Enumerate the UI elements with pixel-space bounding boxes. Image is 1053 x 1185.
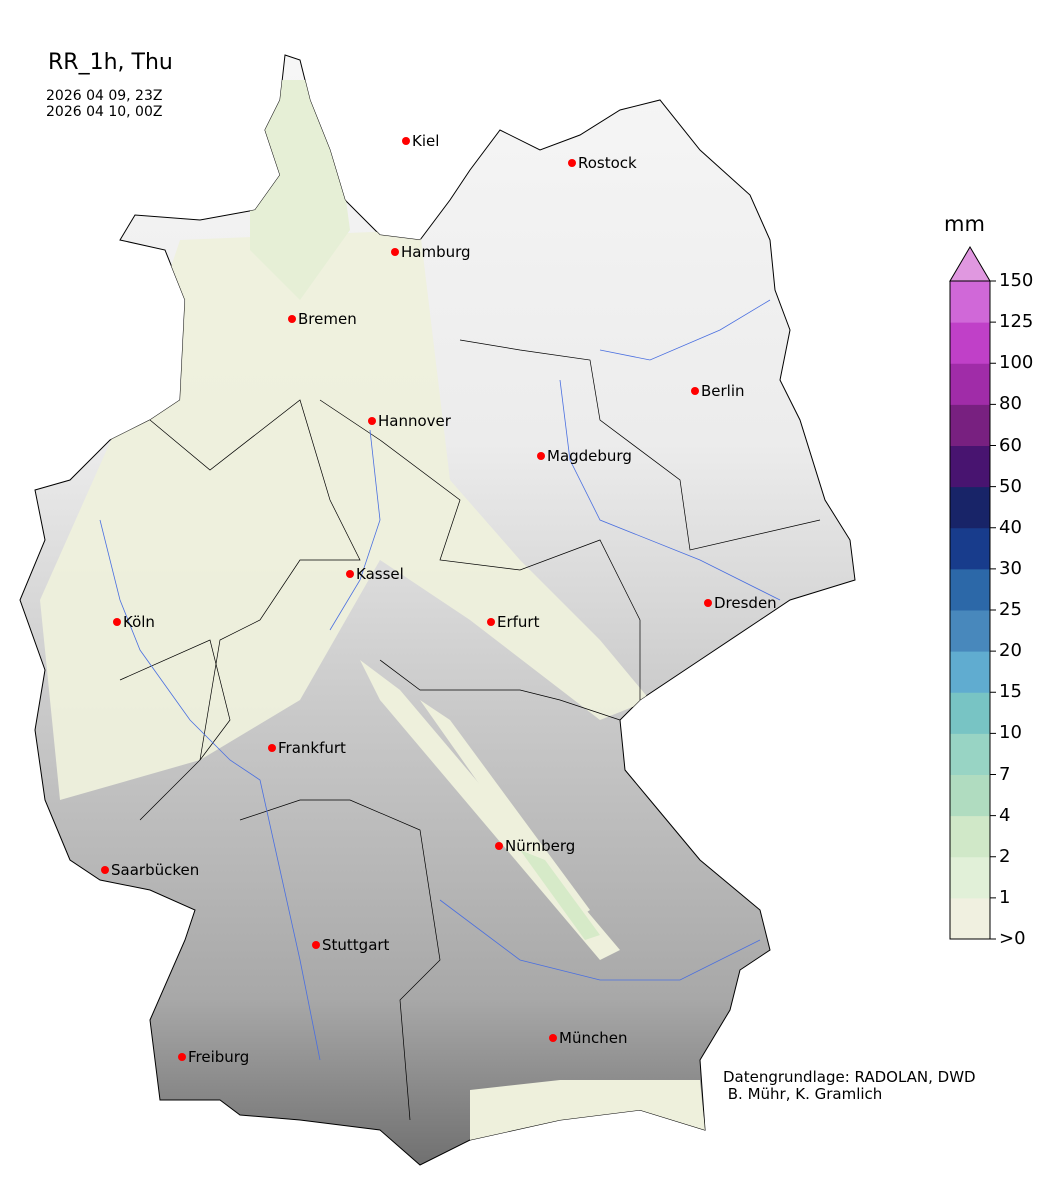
city-dot	[346, 570, 354, 578]
colorbar-tick-label: 15	[999, 681, 1022, 703]
colorbar-tick-label: >0	[999, 928, 1026, 949]
colorbar-segment	[950, 404, 990, 446]
colorbar-unit: mm	[944, 212, 985, 236]
city-dot	[691, 387, 699, 395]
city-dot	[549, 1034, 557, 1042]
colorbar-segment	[950, 897, 990, 940]
colorbar-tick-label: 7	[999, 763, 1011, 785]
colorbar-tick-label: 10	[999, 722, 1022, 744]
city-dot	[391, 248, 399, 256]
colorbar-segment	[950, 692, 990, 734]
colorbar-segment	[950, 774, 990, 817]
city-dot	[368, 417, 376, 425]
colorbar-segment	[950, 815, 990, 858]
colorbar-segment	[950, 527, 990, 570]
colorbar-tick-label: 25	[999, 599, 1022, 620]
colorbar-tick-label: 2	[999, 845, 1011, 867]
colorbar-segment	[950, 486, 990, 529]
colorbar-tick-label: 1	[999, 886, 1011, 908]
colorbar	[949, 246, 996, 940]
colorbar-tick-label: 100	[999, 352, 1034, 374]
colorbar-tick-label: 4	[999, 804, 1011, 826]
map-title: RR_1h, Thu	[48, 50, 173, 75]
colorbar-segment	[950, 733, 990, 775]
city-dot	[487, 618, 495, 626]
state-borders	[119, 339, 821, 1121]
colorbar-tick-label: 80	[999, 393, 1022, 415]
city-dot	[312, 941, 320, 949]
city-dot	[178, 1053, 186, 1061]
colorbar-tick-label: 40	[999, 516, 1022, 538]
credit-data-source: Datengrundlage: RADOLAN, DWD	[723, 1068, 976, 1086]
colorbar-segment	[950, 363, 990, 405]
colorbar-tick-label: 150	[999, 270, 1034, 291]
city-dot	[568, 159, 576, 167]
city-dot	[268, 744, 276, 752]
colorbar-segment	[950, 610, 990, 652]
colorbar-tick-label: 50	[999, 475, 1022, 497]
city-dot	[113, 618, 121, 626]
colorbar-segment	[950, 445, 990, 488]
credit: Datengrundlage: RADOLAN, DWD B. Mühr, K.…	[723, 1069, 976, 1103]
colorbar-extend-arrow	[949, 246, 991, 282]
colorbar-segment	[950, 856, 990, 899]
credit-authors: B. Mühr, K. Gramlich	[723, 1085, 883, 1103]
colorbar-segment	[950, 322, 990, 364]
colorbar-tick-label: 125	[999, 311, 1034, 333]
city-dot	[537, 452, 545, 460]
colorbar-segment	[950, 281, 990, 323]
colorbar-segment	[950, 651, 990, 693]
city-dot	[495, 842, 503, 850]
city-dot	[402, 137, 410, 145]
colorbar-tick-label: 20	[999, 640, 1022, 662]
city-dot	[101, 866, 109, 874]
period-end: 2026 04 10, 00Z	[46, 104, 163, 120]
colorbar-tick-label: 30	[999, 557, 1022, 579]
city-dot	[704, 599, 712, 607]
rivers	[99, 299, 781, 1061]
colorbar-segment	[950, 568, 990, 611]
colorbar-tick-label: 60	[999, 434, 1022, 456]
city-dot	[288, 315, 296, 323]
period-start: 2026 04 09, 23Z	[46, 88, 163, 104]
